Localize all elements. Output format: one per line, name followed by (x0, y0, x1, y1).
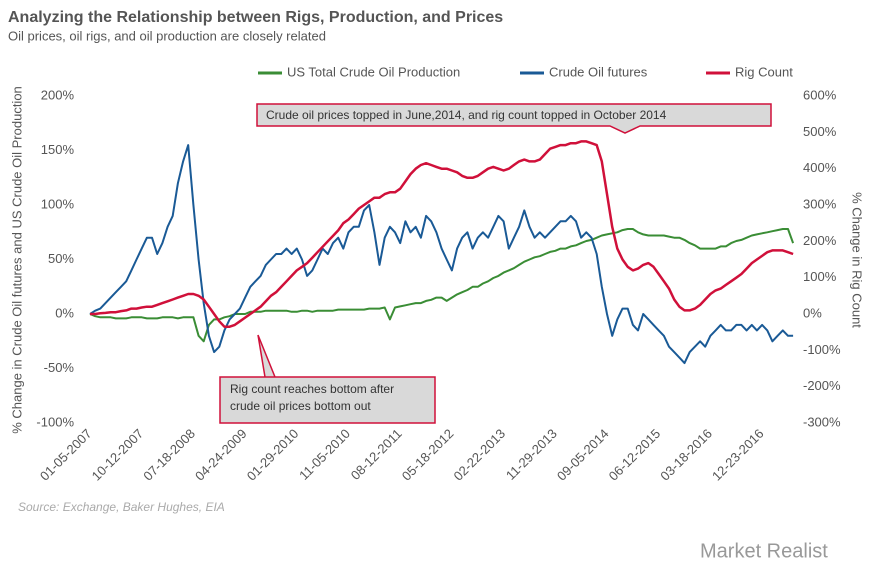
series-line (89, 144, 794, 365)
x-tick-label: 05-18-2012 (399, 426, 457, 484)
x-tick-label: 12-23-2016 (709, 426, 767, 484)
x-tick-label: 09-05-2014 (554, 426, 612, 484)
x-tick-label: 02-22-2013 (451, 426, 509, 484)
chart-title: Analyzing the Relationship between Rigs,… (8, 9, 503, 26)
x-tick-label: 08-12-2011 (348, 426, 405, 483)
callout-box (219, 334, 436, 424)
legend-label: US Total Crude Oil Production (287, 64, 460, 79)
source-note: Source: Exchange, Baker Hughes, EIA (18, 500, 225, 514)
y2-tick-label: 0% (803, 305, 822, 320)
y2-tick-label: 300% (803, 196, 837, 211)
x-tick-label: 10-12-2007 (89, 426, 147, 484)
y2-tick-label: -100% (803, 342, 841, 357)
x-tick-label: 11-29-2013 (503, 426, 560, 483)
callout-box (256, 103, 772, 134)
y2-tick-label: 600% (803, 87, 837, 102)
y-tick-label: 50% (48, 251, 74, 266)
series-line (90, 140, 794, 328)
brand-mark: Market Realist (700, 540, 828, 562)
y2-tick-label: 400% (803, 160, 837, 175)
x-tick-label: 04-24-2009 (192, 426, 250, 484)
y2-tick-label: 500% (803, 124, 837, 139)
legend-label: Rig Count (735, 64, 793, 79)
y-tick-label: -100% (36, 414, 74, 429)
y-tick-label: 0% (55, 305, 74, 320)
y2-tick-label: -200% (803, 378, 841, 393)
y2-axis-title: % Change in Rig Count (850, 192, 865, 328)
y2-tick-label: 200% (803, 233, 837, 248)
x-tick-label: 03-18-2016 (657, 426, 715, 484)
x-tick-label: 01-05-2007 (37, 426, 95, 484)
y2-tick-label: -300% (803, 414, 841, 429)
y-axis-title: % Change in Crude Oil futures and US Cru… (9, 86, 24, 434)
legend-label: Crude Oil futures (549, 64, 648, 79)
y-tick-label: 100% (41, 196, 75, 211)
y-tick-label: 150% (41, 142, 75, 157)
callout-bottom (219, 334, 436, 424)
x-tick-label: 07-18-2008 (140, 426, 198, 484)
chart-subtitle: Oil prices, oil rigs, and oil production… (8, 28, 326, 43)
callout-top (256, 103, 772, 134)
annotation-text: Crude oil prices topped in June,2014, an… (266, 108, 667, 122)
x-tick-label: 01-29-2010 (244, 426, 302, 484)
y-tick-label: 200% (41, 87, 75, 102)
y-tick-label: -50% (44, 360, 75, 375)
annotation-text: Rig count reaches bottom after (230, 382, 394, 396)
x-tick-label: 11-05-2010 (296, 426, 353, 483)
x-tick-label: 06-12-2015 (606, 426, 664, 484)
y2-tick-label: 100% (803, 269, 837, 284)
annotation-text: crude oil prices bottom out (230, 399, 371, 413)
